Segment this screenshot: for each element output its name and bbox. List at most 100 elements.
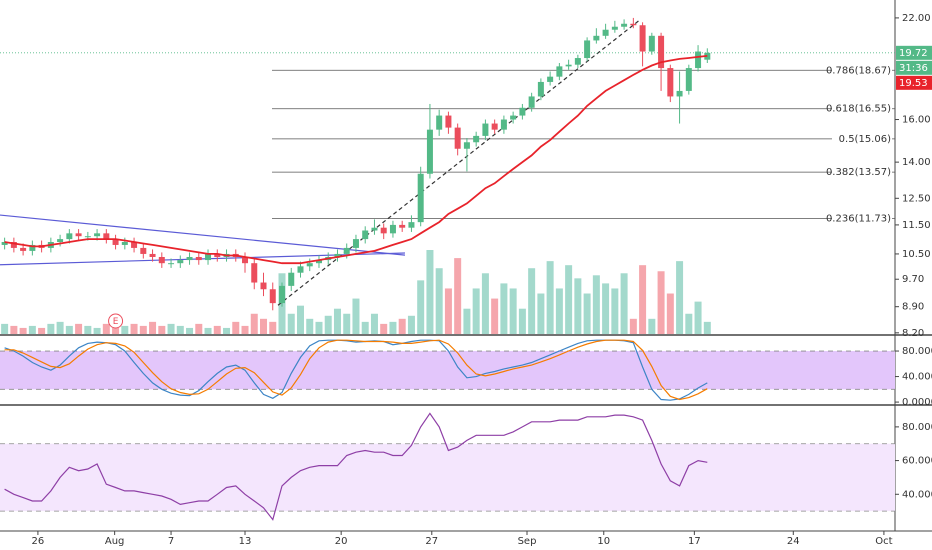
volume-bar: [250, 313, 258, 334]
candle-body: [66, 233, 73, 240]
band-fill: [0, 443, 895, 512]
candle-body: [445, 115, 452, 128]
y-tick-label: 8.90: [902, 302, 924, 313]
y-tick-label: 8.20: [902, 328, 924, 339]
candle-body: [242, 256, 249, 264]
candle-body: [131, 242, 138, 248]
volume-bar: [444, 288, 452, 334]
candle-body: [343, 247, 350, 254]
candle-body: [510, 115, 517, 120]
volume-bar: [685, 313, 693, 334]
volume-bar: [176, 325, 184, 334]
volume-bar: [112, 327, 120, 334]
volume-bar: [407, 315, 415, 334]
candle-body: [186, 256, 193, 261]
volume-bar: [28, 325, 36, 334]
candle-body: [177, 260, 184, 264]
x-tick-label: 13: [239, 536, 252, 547]
volume-bar: [333, 308, 341, 334]
candle-body: [454, 127, 461, 149]
candle-body: [491, 123, 498, 130]
candle-body: [158, 256, 165, 264]
x-tick-label: 7: [168, 536, 174, 547]
candle-body: [426, 129, 433, 174]
volume-bar: [130, 323, 138, 334]
candle-body: [602, 29, 609, 36]
volume-bar: [65, 325, 73, 334]
volume-bar: [343, 313, 351, 334]
volume-bar: [417, 280, 425, 334]
volume-bar: [398, 318, 406, 334]
volume-bar: [380, 323, 388, 334]
ma-badge: [896, 75, 932, 90]
candle-body: [20, 247, 27, 251]
candle-body: [10, 242, 17, 248]
volume-bar: [546, 261, 554, 334]
y-tick-label: 12.50: [902, 193, 931, 204]
indicator-line: [4, 339, 708, 401]
candle-body: [260, 282, 267, 290]
indicator-line: [4, 339, 708, 401]
fib-label: 0.236(11.73): [826, 214, 891, 225]
volume-bar: [84, 325, 92, 334]
x-tick-label: 26: [32, 536, 45, 547]
volume-bar: [454, 258, 462, 334]
candle-body: [352, 239, 359, 248]
y-tick-label: 14.00: [902, 157, 931, 168]
candle-body: [121, 242, 128, 245]
y-tick-label: 80.0000: [902, 346, 932, 357]
countdown-badge: [896, 60, 932, 75]
candle-body: [278, 285, 285, 304]
countdown-label: 31:36: [899, 63, 928, 74]
volume-bar: [213, 325, 221, 334]
volume-bar: [186, 327, 194, 334]
volume-bar: [93, 327, 101, 334]
candle-body: [685, 68, 692, 91]
candle-body: [537, 81, 544, 97]
volume-bar: [435, 268, 443, 334]
y-tick-label: 40.0000: [902, 489, 932, 500]
band-fill: [0, 351, 895, 390]
candle-body: [140, 247, 147, 254]
fib-label: 0.786(18.67): [826, 65, 891, 76]
volume-bar: [158, 325, 166, 334]
candle-body: [297, 266, 304, 273]
volume-bar: [232, 321, 240, 334]
candle-body: [584, 40, 591, 59]
candle-body: [269, 289, 276, 304]
volume-bar: [463, 308, 471, 334]
x-tick-label: 17: [688, 536, 701, 547]
fib-label: 0.382(13.57): [826, 167, 891, 178]
candle-body: [417, 173, 424, 223]
volume-bar: [648, 318, 656, 334]
volume-bar: [602, 283, 610, 334]
x-tick-label: 27: [425, 536, 438, 547]
candle-body: [473, 135, 480, 143]
candle-body: [463, 142, 470, 149]
candle-body: [195, 256, 202, 261]
last-price-badge: [896, 45, 932, 60]
volume-bar: [694, 301, 702, 334]
candle-body: [75, 233, 82, 237]
event-label: E: [113, 317, 119, 327]
candle-body: [436, 115, 443, 130]
candle-body: [556, 66, 563, 77]
y-tick-label: 16.00: [902, 115, 931, 126]
event-marker: [108, 313, 124, 329]
volume-bar: [306, 318, 314, 334]
x-tick-label: 10: [597, 536, 610, 547]
volume-bar: [195, 323, 203, 334]
candle-body: [695, 51, 702, 69]
volume-bar: [315, 321, 323, 334]
x-tick-label: 24: [787, 536, 800, 547]
volume-bar: [703, 321, 711, 334]
volume-bar: [528, 268, 536, 334]
volume-bar: [639, 265, 647, 334]
candle-body: [408, 222, 415, 228]
candle-body: [214, 253, 221, 257]
last-price-label: 19.72: [899, 48, 928, 59]
candle-body: [519, 107, 526, 116]
volume-bar: [666, 293, 674, 334]
candle-body: [94, 233, 101, 237]
candle-body: [84, 236, 91, 238]
